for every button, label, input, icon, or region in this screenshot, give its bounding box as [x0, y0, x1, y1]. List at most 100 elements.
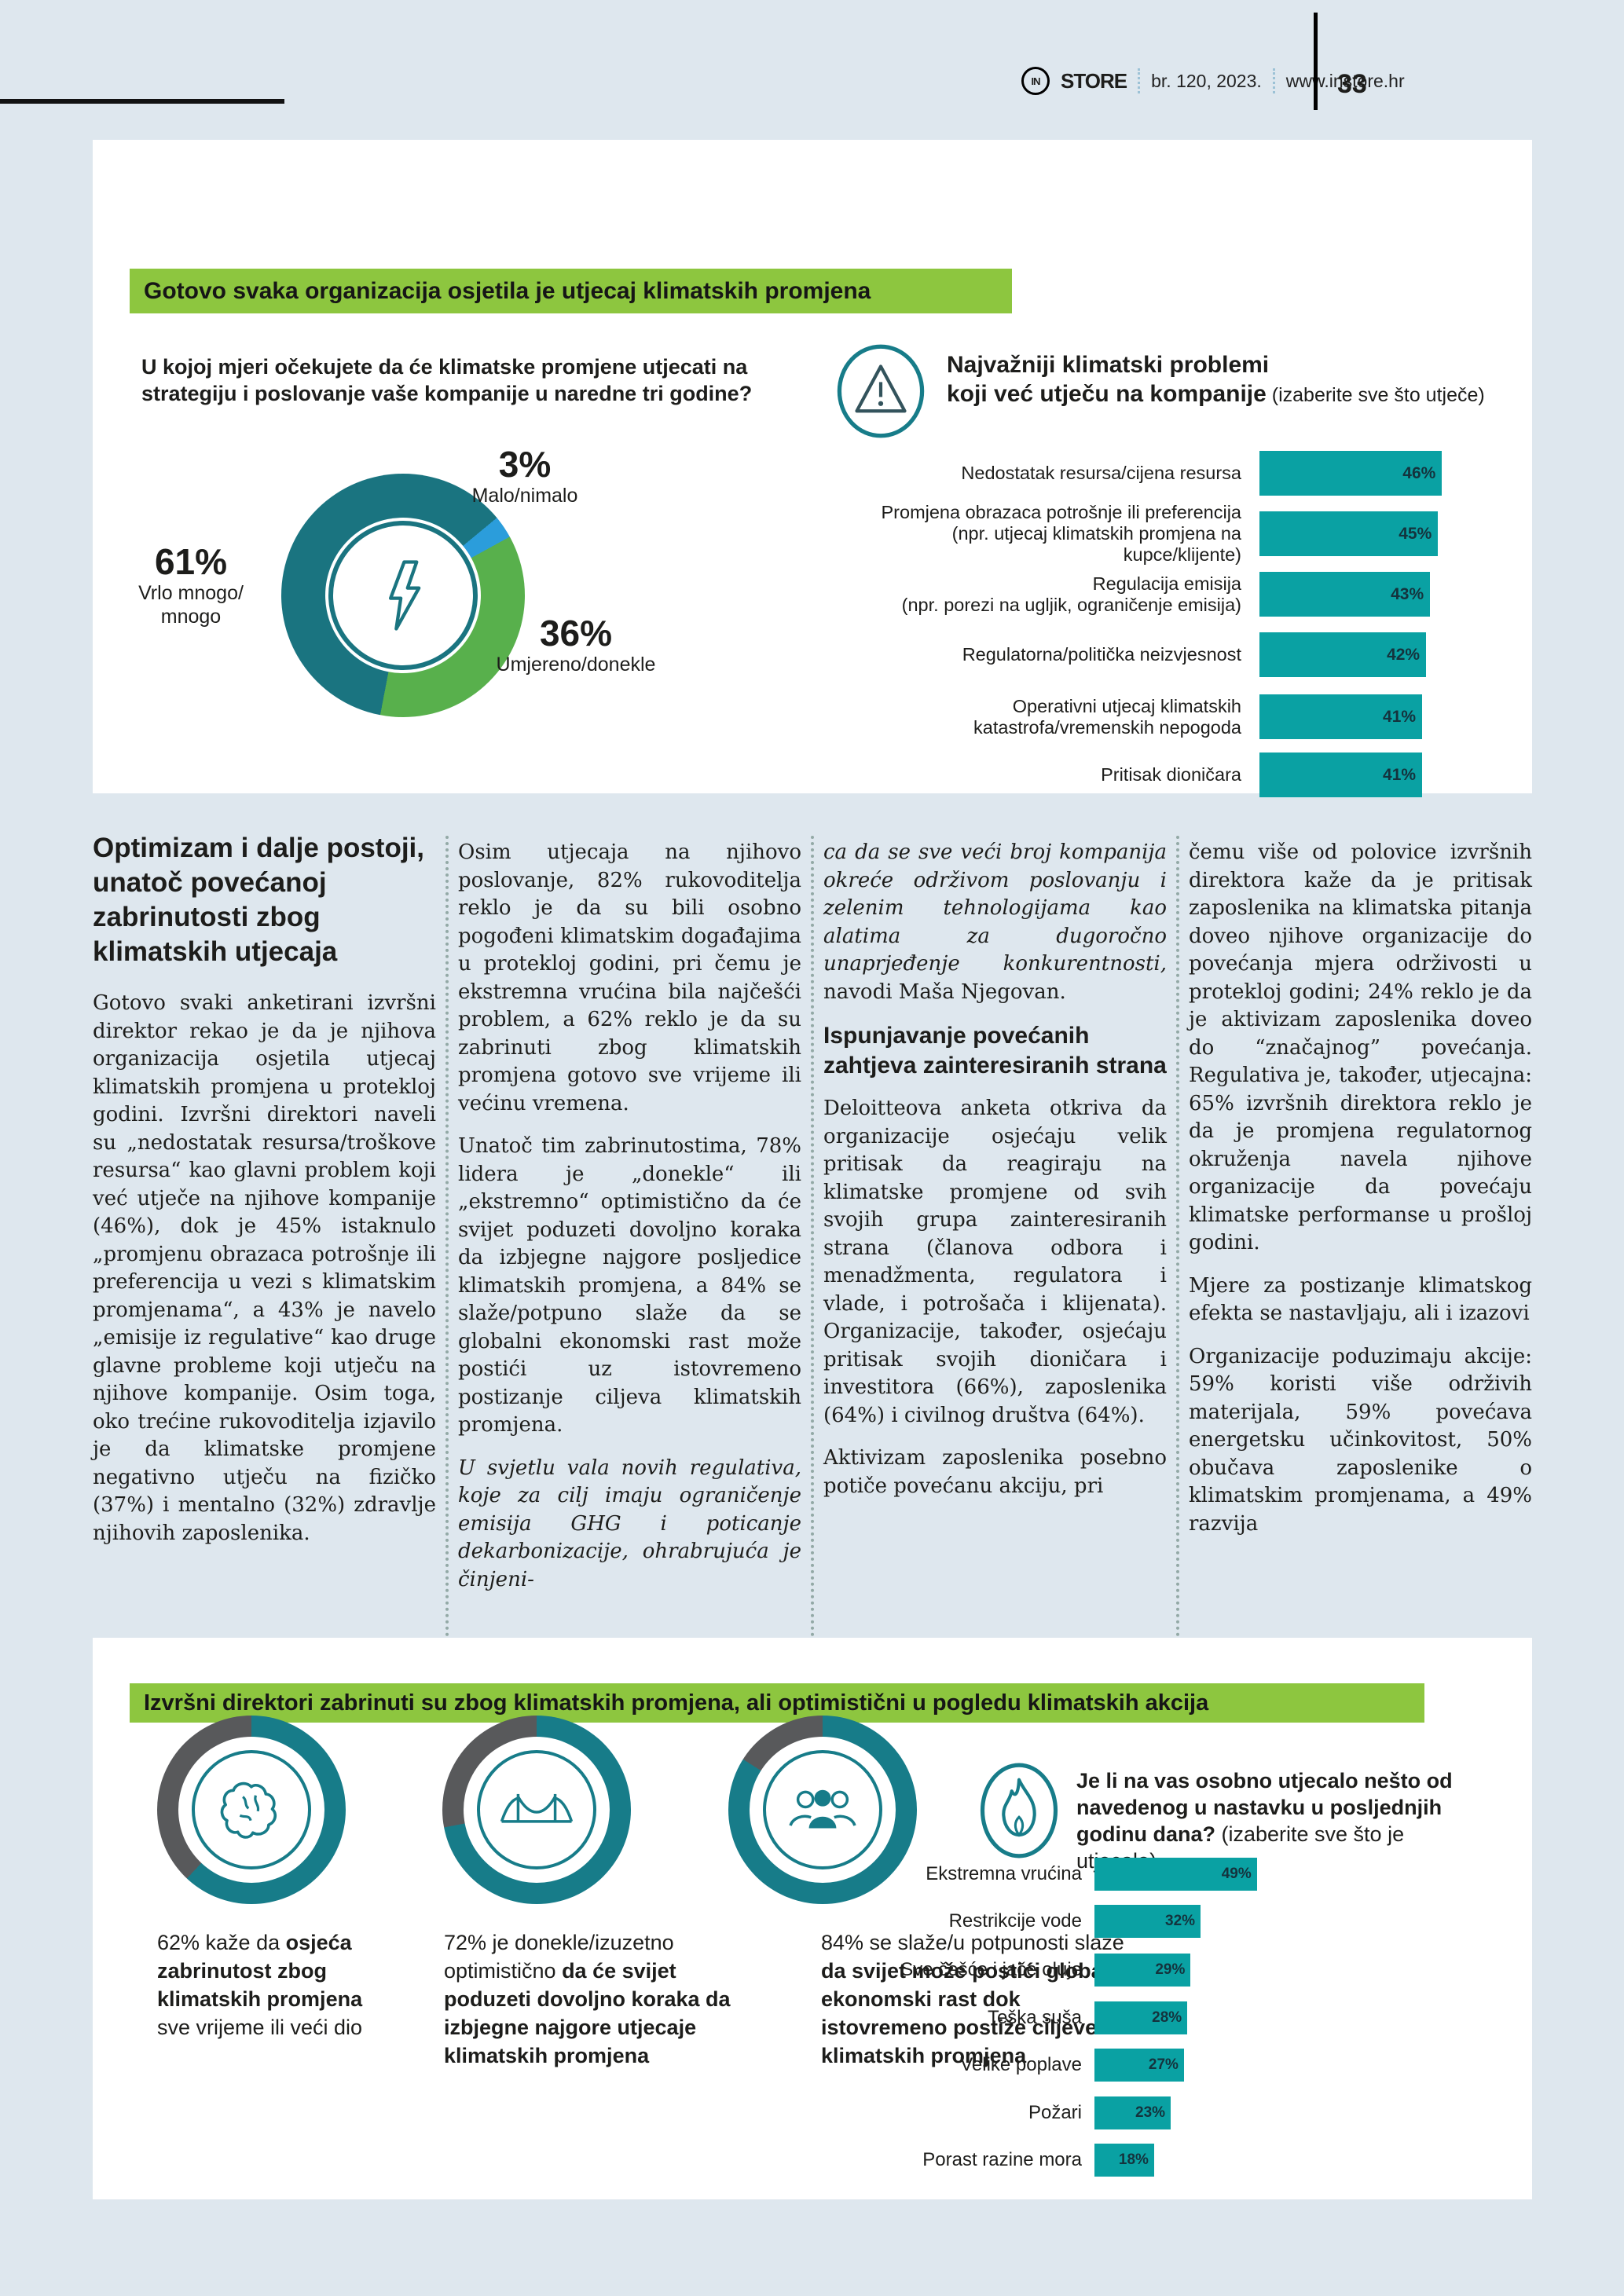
header-divider	[1138, 68, 1141, 93]
issue-label: Nedostatak resursa/cijena resursa	[961, 463, 1241, 483]
issue-bar: 41%	[1259, 694, 1423, 739]
article-heading: Optimizam i dalje postoji, unatoč poveća…	[93, 833, 424, 967]
instore-logo-icon: IN	[1021, 67, 1050, 95]
issues-title-line1: Najvažniji klimatski problemi	[947, 352, 1270, 378]
article-column-1: Optimizam i dalje postoji, unatoč poveća…	[93, 831, 436, 1562]
issue-row: Regulacija emisija (npr. porezi na ugljik…	[864, 572, 1532, 617]
issue-bar: 41%	[1259, 753, 1423, 797]
article-paragraph: Unatoč tim zabrinutostima, 78% lidera je…	[458, 1134, 801, 1437]
impact-bar: 49%	[1094, 1858, 1257, 1891]
impact-label: Požari	[1028, 2102, 1082, 2123]
impact-label: Sve češće i jače oluje	[900, 1959, 1082, 1980]
article-column-4: čemu više od polovice izvršnih direktora…	[1189, 839, 1532, 1553]
article-column-2: Osim utjecaja na njihovo poslovanje, 82%…	[458, 839, 801, 1609]
donut-sub-3: Malo/nimalo	[471, 485, 578, 507]
page-header: IN STORE br. 120, 2023. www.instore.hr	[1021, 64, 1405, 97]
impact-bar: 29%	[1094, 1954, 1191, 1987]
stat-text-72: 72% je donekle/izuzetno optimistično da …	[444, 1931, 731, 2067]
column-divider	[1176, 836, 1179, 1637]
stat-ring-72	[442, 1716, 631, 1904]
issue-label: Regulacija emisija (npr. porezi na ugljik…	[901, 573, 1241, 615]
section-banner: Gotovo svaka organizacija osjetila je ut…	[130, 269, 1012, 313]
article-paragraph: Aktivizam zaposlenika posebno potiče pov…	[823, 1446, 1167, 1498]
section-banner: Izvršni direktori zabrinuti su zbog klim…	[130, 1683, 1424, 1723]
people-icon	[763, 1750, 882, 1869]
article-paragraph: Osim utjecaja na njihovo poslovanje, 82%…	[458, 840, 801, 1115]
donut-pct-3: 3%	[498, 444, 552, 485]
stat-ring-62	[157, 1716, 346, 1904]
impact-bar: 23%	[1094, 2096, 1171, 2129]
impact-bar-value: 32%	[1165, 1913, 1196, 1929]
logo-text: STORE	[1061, 68, 1127, 93]
impact-donut-chart	[281, 474, 525, 717]
article-subheading: Ispunjavanje povećanih zahtjeva zaintere…	[823, 1023, 1167, 1078]
donut-sub-61b: mnogo	[160, 606, 222, 628]
impact-bar-value: 23%	[1135, 2104, 1166, 2121]
issues-chart-title: Najvažniji klimatski problemi koji već u…	[947, 350, 1485, 410]
issue-label: Regulatorna/politička neizvjesnost	[962, 644, 1241, 665]
stat-ring-84	[728, 1716, 917, 1904]
issue-label: Operativni utjecaj klimatskih katastrofa/…	[973, 695, 1241, 738]
personal-impact-question: Je li na vas osobno utjecalo nešto od na…	[1076, 1769, 1453, 1873]
impact-row: Porast razine mora 18%	[784, 2144, 1532, 2177]
donut-sub-36: Umjereno/donekle	[496, 654, 656, 676]
climate-impact-panel: Gotovo svaka organizacija osjetila je ut…	[93, 140, 1532, 797]
impact-label: Restrikcije vode	[948, 1910, 1082, 1932]
issue-bar-value: 45%	[1399, 524, 1432, 543]
article-paragraph: Gotovo svaki anketirani izvršni direktor…	[93, 991, 436, 1545]
alert-triangle-icon	[834, 343, 927, 439]
donut-pct-36: 36%	[539, 613, 613, 654]
column-divider	[811, 836, 814, 1637]
impact-row: Ekstremna vrućina 49%	[784, 1858, 1532, 1891]
donut-pct-61: 61%	[154, 541, 228, 582]
article-paragraph: ca da se sve veći broj kompanija okreće …	[823, 840, 1167, 1004]
issue-bar-value: 41%	[1383, 707, 1417, 726]
issues-title-line2: koji već utječu na kompanije (izaberite …	[947, 381, 1485, 407]
header-vertical-bar	[1314, 13, 1318, 110]
issue-label: Pritisak dioničara	[1101, 764, 1241, 785]
impact-label: Ekstremna vrućina	[926, 1863, 1082, 1884]
impact-bar-value: 49%	[1221, 1866, 1252, 1882]
impact-bar: 28%	[1094, 2001, 1188, 2034]
issue-label: Promjena obrazaca potrošnje ili preferen…	[881, 502, 1242, 565]
header-divider	[1272, 68, 1275, 93]
top-rule	[0, 99, 284, 104]
issue-bar: 42%	[1259, 632, 1427, 677]
page-number: 33	[1337, 69, 1367, 99]
survey-question: U kojoj mjeri očekujete da će klimatske …	[141, 353, 864, 407]
issue-bar: 46%	[1259, 451, 1443, 496]
issue-row: Nedostatak resursa/cijena resursa 46%	[864, 451, 1532, 496]
stat-text-84: 84% se slaže/u potpunosti slaže da svije…	[821, 1931, 1128, 2067]
impact-row: Požari 23%	[784, 2096, 1532, 2129]
article-paragraph: čemu više od polovice izvršnih direktora…	[1189, 840, 1532, 1254]
brain-icon	[192, 1750, 311, 1869]
issue-bar-value: 43%	[1391, 584, 1424, 603]
donut-label-3: 3% Malo/nimalo	[462, 445, 588, 507]
impact-bar-value: 18%	[1118, 2151, 1149, 2168]
issue-row: Regulatorna/politička neizvjesnost 42%	[864, 632, 1532, 677]
donut-sub-61a: Vrlo mnogo/	[138, 582, 244, 604]
issue-bar-value: 46%	[1402, 463, 1436, 482]
impact-label: Teška suša	[987, 2007, 1082, 2028]
stat-text-62: 62% kaže da osjeća zabrinutost zbog klim…	[157, 1931, 363, 2039]
issue-bar-value: 42%	[1387, 645, 1421, 664]
issue-bar-value: 41%	[1383, 765, 1417, 784]
issue-row: Promjena obrazaca potrošnje ili preferen…	[864, 502, 1532, 565]
impact-bar: 32%	[1094, 1905, 1201, 1938]
issue-bar: 45%	[1259, 511, 1439, 556]
article-column-3: ca da se sve veći broj kompanija okreće …	[823, 839, 1167, 1515]
impact-bar: 27%	[1094, 2049, 1184, 2082]
question-line1: U kojoj mjeri očekujete da će klimatske …	[141, 355, 748, 379]
issue-bar: 43%	[1259, 572, 1431, 617]
article-paragraph: Organizacije poduzimaju akcije: 59% kori…	[1189, 1344, 1532, 1536]
question-line2: strategiju i poslovanje vaše kompanije u…	[141, 382, 753, 405]
issue-number: br. 120, 2023.	[1151, 70, 1262, 91]
impact-bar-value: 29%	[1155, 1961, 1186, 1978]
article-paragraph: Deloitteova anketa otkriva da organizaci…	[823, 1097, 1167, 1427]
bridge-icon	[477, 1750, 596, 1869]
impact-bar-value: 28%	[1152, 2009, 1182, 2026]
donut-label-61: 61% Vrlo mnogo/ mnogo	[116, 542, 266, 628]
issue-row: Pritisak dioničara 41%	[864, 753, 1532, 797]
ceo-concern-panel: Izvršni direktori zabrinuti su zbog klim…	[93, 1638, 1532, 2199]
